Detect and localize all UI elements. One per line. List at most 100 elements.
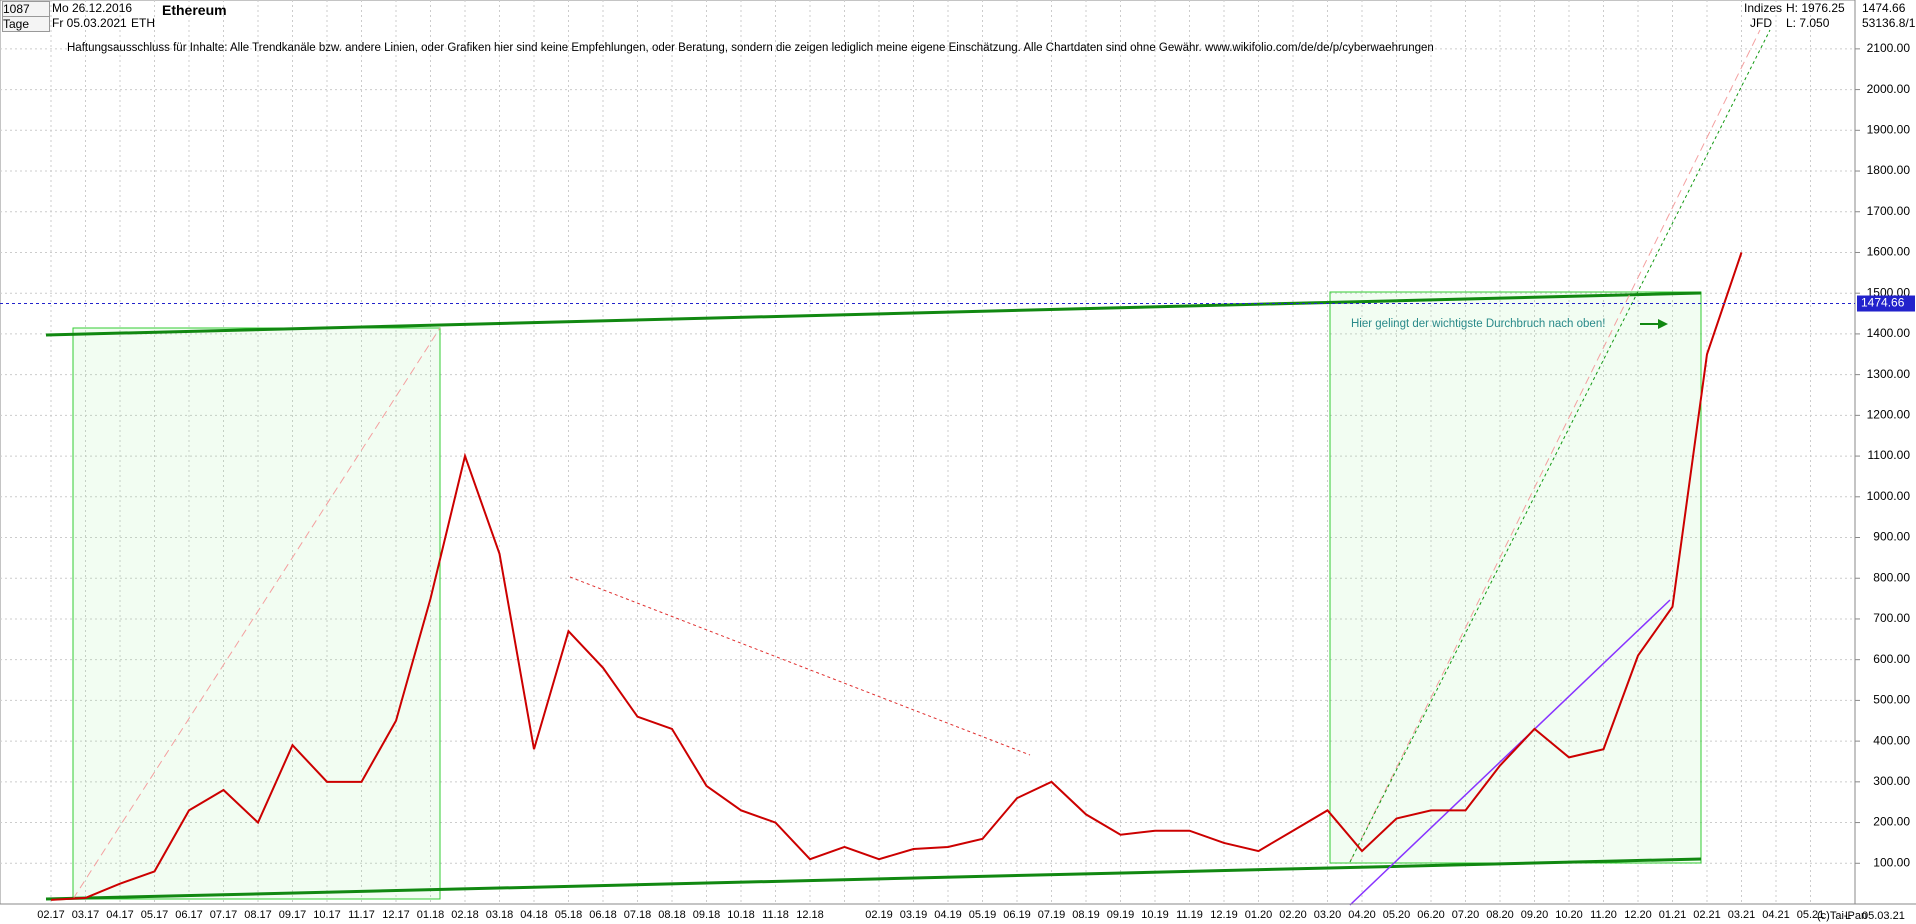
x-tick-label: 10.17 [313,909,341,921]
x-tick-label: 01.21 [1659,909,1687,921]
high: H: 1976.25 [1786,1,1845,15]
y-tick-label: 200.00 [1873,815,1910,829]
x-tick-label: 02.20 [1279,909,1307,921]
x-tick-label: 05.17 [141,909,169,921]
x-tick-label: 01.18 [417,909,445,921]
x-tick-label: 03.18 [486,909,514,921]
x-tick-label: 03.17 [72,909,100,921]
start-date: Mo 26.12.2016 [52,1,133,15]
x-tick-label: 05.21 [1797,909,1825,921]
arrow [1658,319,1668,329]
end-date: Fr 05.03.2021 [52,16,127,30]
x-tick-label: 02.18 [451,909,479,921]
x-tick-label: 04.17 [106,909,134,921]
trend-line [1349,29,1771,863]
trend-line [45,291,1702,337]
y-tick-label: 1900.00 [1867,122,1911,136]
x-tick-label: 07.19 [1038,909,1066,921]
x-tick-label: 03.19 [900,909,928,921]
x-tick-label: 01.20 [1245,909,1273,921]
bars-box[interactable]: 1087 [2,1,50,17]
group: Indizes [1744,1,1783,15]
x-tick-label: 09.20 [1521,909,1549,921]
x-tick-label: 04.20 [1348,909,1376,921]
y-tick-label: 100.00 [1873,855,1910,869]
low: L: 7.050 [1786,16,1830,30]
trend-line [1349,29,1761,863]
y-tick-label: 1300.00 [1867,367,1911,381]
broker: JFD [1750,16,1772,30]
x-tick-label: 12.17 [382,909,410,921]
copyright: (c)Tai-Pan [1817,910,1868,922]
trend-line [1349,599,1671,906]
scale-mode: L [1845,910,1852,922]
y-tick-label: 2100.00 [1867,41,1911,55]
y-tick-label: 800.00 [1873,570,1910,584]
marks [50,252,1743,901]
y-tick-label: 2000.00 [1867,82,1911,96]
x-tick-label: 05.19 [969,909,997,921]
x-tick-label: 12.19 [1210,909,1238,921]
period-box[interactable]: Tage [2,16,50,32]
x-tick-label: 08.18 [658,909,686,921]
x-tick-label: 11.19 [1176,909,1203,921]
y-tick-label: 300.00 [1873,774,1910,788]
grid [0,0,1855,904]
footer-date: 05.03.21 [1862,910,1905,922]
trend-line [569,576,1031,756]
y-tick-label: 500.00 [1873,693,1910,707]
x-tick-label: 02.19 [865,909,893,921]
x-tick-label: 08.19 [1072,909,1100,921]
trend-line [72,327,441,900]
channel-box [1329,291,1702,864]
y-tick-label: 900.00 [1873,530,1910,544]
y-tick-label: 1700.00 [1867,204,1911,218]
x-tick-label: 12.18 [796,909,824,921]
x-tick-label: 10.18 [727,909,755,921]
x-tick-label: 05.20 [1383,909,1411,921]
x-tick-label: 05.18 [555,909,583,921]
y-tick-label: 600.00 [1873,652,1910,666]
x-tick-label: 11.20 [1590,909,1617,921]
y-tick-label: 1200.00 [1867,408,1911,422]
x-tick-label: 09.19 [1107,909,1135,921]
x-tick-label: 07.18 [624,909,652,921]
x-tick-label: 11.17 [348,909,375,921]
x-tick-label: 03.21 [1728,909,1756,921]
y-tick-label: 1000.00 [1867,489,1911,503]
x-tick-label: 08.20 [1486,909,1514,921]
y-tick-label: 1100.00 [1868,448,1911,462]
last-price-box [1857,295,1915,312]
x-tick-label: 03.20 [1314,909,1342,921]
x-tick-label: 06.20 [1417,909,1445,921]
x-tick-label: 09.17 [279,909,307,921]
x-tick-label: 02.17 [37,909,65,921]
y-tick-label: 1800.00 [1867,163,1911,177]
plot-area [0,0,1856,905]
annotation: Hier gelingt der wichtigste Durchbruch n… [1351,318,1606,330]
x-tick-label: 06.17 [175,909,203,921]
x-tick-label: 12.20 [1624,909,1652,921]
last-price-label: 1474.66 [1861,296,1905,310]
y-tick-label: 1400.00 [1867,326,1911,340]
x-tick-label: 04.18 [520,909,548,921]
price-line [50,252,1743,901]
y-tick-label: 1600.00 [1867,245,1911,259]
y-tick-label: 400.00 [1873,733,1910,747]
x-tick-label: 11.18 [762,909,789,921]
x-tick-label: 07.17 [210,909,238,921]
x-tick-label: 04.19 [934,909,962,921]
instrument-name: Ethereum [162,2,227,18]
x-tick-label: 04.21 [1762,909,1790,921]
x-tick-label: 10.19 [1141,909,1169,921]
x-tick-label: 09.18 [693,909,721,921]
x-tick-label: 08.17 [244,909,272,921]
trend-line [45,857,1702,901]
x-tick-label: 07.20 [1452,909,1480,921]
last-price-header: 1474.66 [1862,1,1906,15]
x-tick-label: 06.19 [1003,909,1031,921]
x-tick-label: 02.21 [1693,909,1721,921]
x-tick-label: 10.20 [1555,909,1583,921]
